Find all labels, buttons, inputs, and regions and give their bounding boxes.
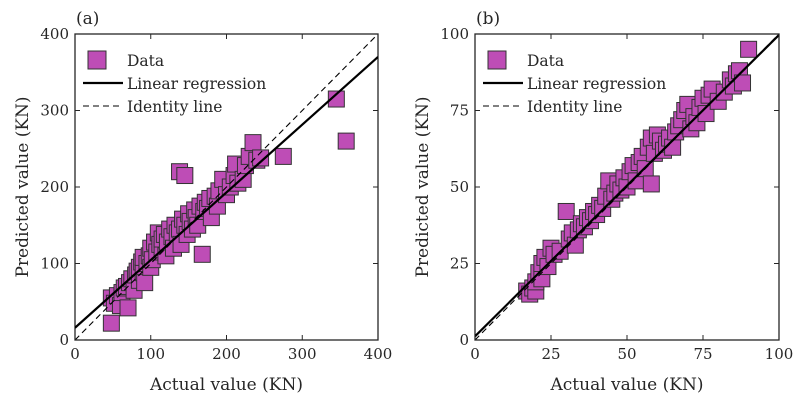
legend-data-marker	[87, 50, 107, 70]
x-axis-label: Actual value (KN)	[149, 375, 303, 395]
x-tick-label: 75	[693, 345, 712, 363]
legend-label-regression: Linear regression	[127, 75, 266, 93]
y-tick-label: 300	[40, 102, 69, 120]
data-point	[557, 202, 575, 220]
data-point	[274, 147, 292, 165]
legend: Data Linear regression Identity line	[83, 50, 266, 116]
legend-label-regression: Linear regression	[527, 75, 666, 93]
y-tick-label: 100	[440, 25, 469, 43]
y-tick-label: 0	[59, 331, 69, 349]
data-point	[327, 90, 345, 108]
regression-line	[75, 56, 378, 329]
identity-line	[75, 34, 378, 340]
y-tick-label: 0	[459, 331, 469, 349]
legend-label-data: Data	[127, 52, 164, 70]
y-axis-label: Predicted value (KN)	[13, 96, 33, 277]
x-tick-label: 0	[470, 345, 480, 363]
data-point	[244, 134, 262, 152]
panel-b: 0 25 50 75 100 0 25 50 75 100 Data Linear regressi…	[413, 9, 793, 395]
panel-label: (a)	[76, 9, 99, 29]
y-axis-label: Predicted value (KN)	[413, 96, 433, 277]
data-points	[102, 90, 355, 332]
axis-ticks: 0 25 50 75 100 0 25 50 75 100	[440, 25, 793, 363]
x-axis-label: Actual value (KN)	[550, 375, 704, 395]
legend-label-data: Data	[527, 52, 564, 70]
y-tick-label: 100	[40, 255, 69, 273]
legend-label-identity: Identity line	[127, 98, 222, 116]
panel-label: (b)	[476, 9, 500, 29]
legend: Data Linear regression Identity line	[483, 50, 666, 116]
y-tick-label: 50	[450, 178, 469, 196]
data-point	[252, 149, 270, 167]
x-tick-label: 300	[288, 345, 317, 363]
legend-label-identity: Identity line	[527, 98, 622, 116]
fit-lines	[475, 34, 779, 340]
data-point	[337, 132, 355, 150]
data-point	[642, 175, 660, 193]
data-point	[740, 40, 758, 58]
x-tick-label: 0	[70, 345, 80, 363]
x-tick-label: 50	[617, 345, 636, 363]
fit-lines	[75, 34, 378, 340]
y-tick-label: 200	[40, 178, 69, 196]
x-tick-label: 100	[765, 345, 794, 363]
panel-a: 0 100 200 300 400 0 100 200 300 400 Data Linear re…	[13, 9, 392, 395]
x-tick-label: 25	[541, 345, 560, 363]
y-tick-label: 75	[450, 102, 469, 120]
data-point	[193, 245, 211, 263]
y-tick-label: 400	[40, 25, 69, 43]
y-tick-label: 25	[450, 255, 469, 273]
data-point	[119, 299, 137, 317]
x-tick-label: 100	[136, 345, 165, 363]
data-point	[176, 167, 194, 185]
x-tick-label: 200	[212, 345, 241, 363]
data-point	[102, 314, 120, 332]
regression-line	[475, 34, 779, 338]
data-point	[136, 274, 154, 292]
data-point	[734, 74, 752, 92]
legend-data-marker	[487, 50, 507, 70]
x-tick-label: 400	[364, 345, 393, 363]
axis-ticks: 0 100 200 300 400 0 100 200 300 400	[40, 25, 392, 363]
